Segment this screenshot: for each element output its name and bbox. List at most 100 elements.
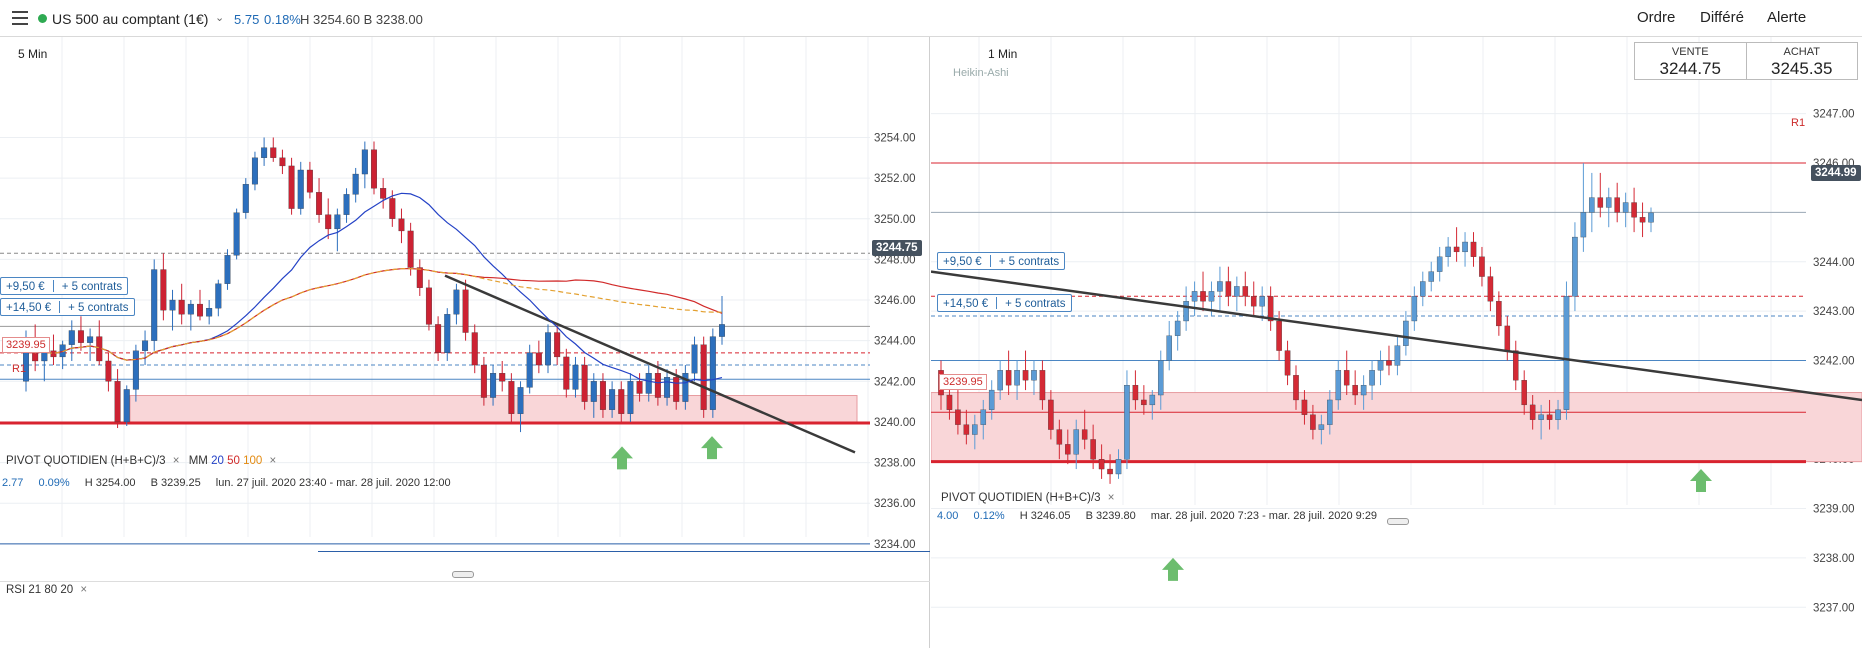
- chart-type-label[interactable]: Heikin-Ashi: [953, 67, 1009, 79]
- r1-label: R1: [12, 363, 27, 375]
- stats-range: lun. 27 juil. 2020 23:40 - mar. 28 juil.…: [215, 477, 451, 489]
- rsi-bar: RSI 21 80 20 ×: [6, 584, 87, 596]
- stats-high: H 3246.05: [1019, 510, 1071, 522]
- candle-body: [1631, 202, 1637, 218]
- candle-body: [1005, 370, 1012, 386]
- rsi-param-2[interactable]: 80: [44, 584, 58, 596]
- position-amount: +14,50 €: [943, 298, 989, 310]
- pivot-quotidien[interactable]: QUOTIDIEN: [978, 492, 1043, 504]
- pivot-formula[interactable]: (H+B+C)/3: [110, 455, 166, 467]
- mm20-label[interactable]: 20: [211, 455, 224, 467]
- candle-body: [1234, 286, 1240, 297]
- chart-panel-1min[interactable]: 3247.003246.003244.003243.003242.003241.…: [931, 37, 1862, 648]
- stats-bar: 4.00 0.12% H 3246.05 B 3239.80 mar. 28 j…: [937, 510, 1389, 522]
- deferred-button[interactable]: Différé: [1700, 9, 1744, 26]
- scroll-handle[interactable]: [452, 571, 474, 578]
- candle-body: [1453, 246, 1460, 253]
- indicator-bar: PIVOT QUOTIDIEN (H+B+C)/3 × MM 20 50 100…: [6, 455, 276, 467]
- price-change-percent: 0.18%: [264, 12, 301, 27]
- candle-body: [1284, 350, 1291, 376]
- close-rsi-icon[interactable]: ×: [80, 584, 88, 596]
- candle-body: [1403, 320, 1409, 346]
- candle-body: [997, 370, 1003, 391]
- position-box-1[interactable]: +9,50 € + 5 contrats: [937, 252, 1066, 270]
- candle-body: [1496, 301, 1502, 327]
- candle-body: [1420, 281, 1426, 297]
- candle-body: [132, 350, 139, 390]
- candle-body: [627, 381, 634, 414]
- rsi-param-1[interactable]: 21: [28, 584, 42, 596]
- order-button[interactable]: Ordre: [1637, 9, 1676, 26]
- pivot-indicator[interactable]: PIVOT: [941, 492, 976, 504]
- rsi-param-3[interactable]: 20: [60, 584, 74, 596]
- candle-body: [444, 314, 451, 353]
- candle-body: [719, 324, 725, 337]
- candle-body: [1597, 197, 1604, 208]
- candle-body: [1563, 296, 1570, 410]
- candlestick-chart-1min[interactable]: 3247.003246.003244.003243.003242.003241.…: [931, 37, 1862, 648]
- candle-body: [1310, 414, 1316, 430]
- sell-button[interactable]: VENTE 3244.75: [1635, 43, 1746, 79]
- r1-label: R1: [1791, 117, 1806, 129]
- stats-bar: 2.77 0.09% H 3254.00 B 3239.25 lun. 27 j…: [2, 477, 463, 489]
- chevron-down-icon[interactable]: ⌄: [215, 12, 225, 24]
- position-amount: +9,50 €: [943, 256, 982, 268]
- timeframe-label[interactable]: 5 Min: [18, 47, 48, 61]
- candle-body: [581, 364, 588, 402]
- candle-body: [1293, 375, 1299, 401]
- current-price-tag: 3244.99: [1811, 165, 1861, 181]
- instrument-name[interactable]: US 500 au comptant (1€): [52, 11, 209, 27]
- buy-button[interactable]: ACHAT 3245.35: [1745, 43, 1858, 79]
- candle-body: [251, 157, 258, 185]
- market-status-icon: [38, 14, 47, 23]
- separator: [318, 551, 930, 552]
- candlestick-chart-5min[interactable]: 3254.00 3252.00 3250.00 3248.00 3246.00 3244.…: [0, 37, 930, 648]
- candle-body: [1546, 414, 1553, 420]
- sell-label: VENTE: [1671, 46, 1709, 58]
- pivot-formula[interactable]: (H+B+C)/3: [1045, 492, 1101, 504]
- position-box-1[interactable]: +9,50 € + 5 contrats: [0, 277, 129, 295]
- pivot-value-tag: 3239.95: [2, 337, 50, 353]
- stats-low: B 3239.80: [1085, 510, 1136, 522]
- position-box-2[interactable]: +14,50 € + 5 contrats: [937, 294, 1072, 312]
- candle-body: [68, 330, 75, 345]
- rsi-label[interactable]: RSI: [6, 584, 26, 596]
- sell-price: 3244.75: [1659, 59, 1721, 78]
- price-change: 5.75: [234, 12, 260, 27]
- mm50-label[interactable]: 50: [227, 455, 240, 467]
- menu-icon[interactable]: [12, 11, 28, 25]
- close-mm-icon[interactable]: ×: [269, 455, 277, 467]
- candle-body: [1512, 350, 1519, 381]
- candle-body: [1014, 370, 1020, 386]
- candle-body: [1572, 236, 1578, 297]
- timeframe-label[interactable]: 1 Min: [988, 47, 1018, 61]
- candle-body: [1487, 276, 1494, 302]
- mm20-line: [25, 192, 723, 384]
- candle-body: [1081, 429, 1088, 440]
- scroll-handle[interactable]: [1387, 518, 1409, 525]
- candle-body: [142, 340, 149, 351]
- mm-indicator[interactable]: MM: [188, 455, 208, 467]
- stats-pct: 0.09%: [38, 477, 70, 489]
- candle-body: [1166, 335, 1172, 361]
- mm100-label[interactable]: 100: [243, 455, 263, 467]
- position-box-2[interactable]: +14,50 € + 5 contrats: [0, 298, 135, 316]
- candle-body: [517, 387, 524, 414]
- separator: [0, 581, 930, 582]
- candle-body: [526, 352, 533, 388]
- candle-body: [279, 157, 286, 167]
- pivot-quotidien[interactable]: QUOTIDIEN: [43, 455, 108, 467]
- candle-body: [1259, 296, 1265, 307]
- candle-body: [242, 184, 249, 213]
- price-axis-label: 3242.00: [1813, 355, 1855, 367]
- pivot-zone: [931, 392, 1862, 463]
- alert-button[interactable]: Alerte: [1767, 9, 1807, 26]
- candle-body: [1470, 241, 1477, 257]
- chart-panel-5min[interactable]: 3254.00 3252.00 3250.00 3248.00 3246.00 3244.…: [0, 37, 930, 648]
- candle-body: [955, 409, 961, 425]
- close-pivot-icon[interactable]: ×: [172, 455, 180, 467]
- candle-body: [1529, 404, 1536, 420]
- close-pivot-icon[interactable]: ×: [1107, 492, 1115, 504]
- quote-box: VENTE 3244.75 ACHAT 3245.35: [1634, 42, 1858, 80]
- pivot-indicator[interactable]: PIVOT: [6, 455, 41, 467]
